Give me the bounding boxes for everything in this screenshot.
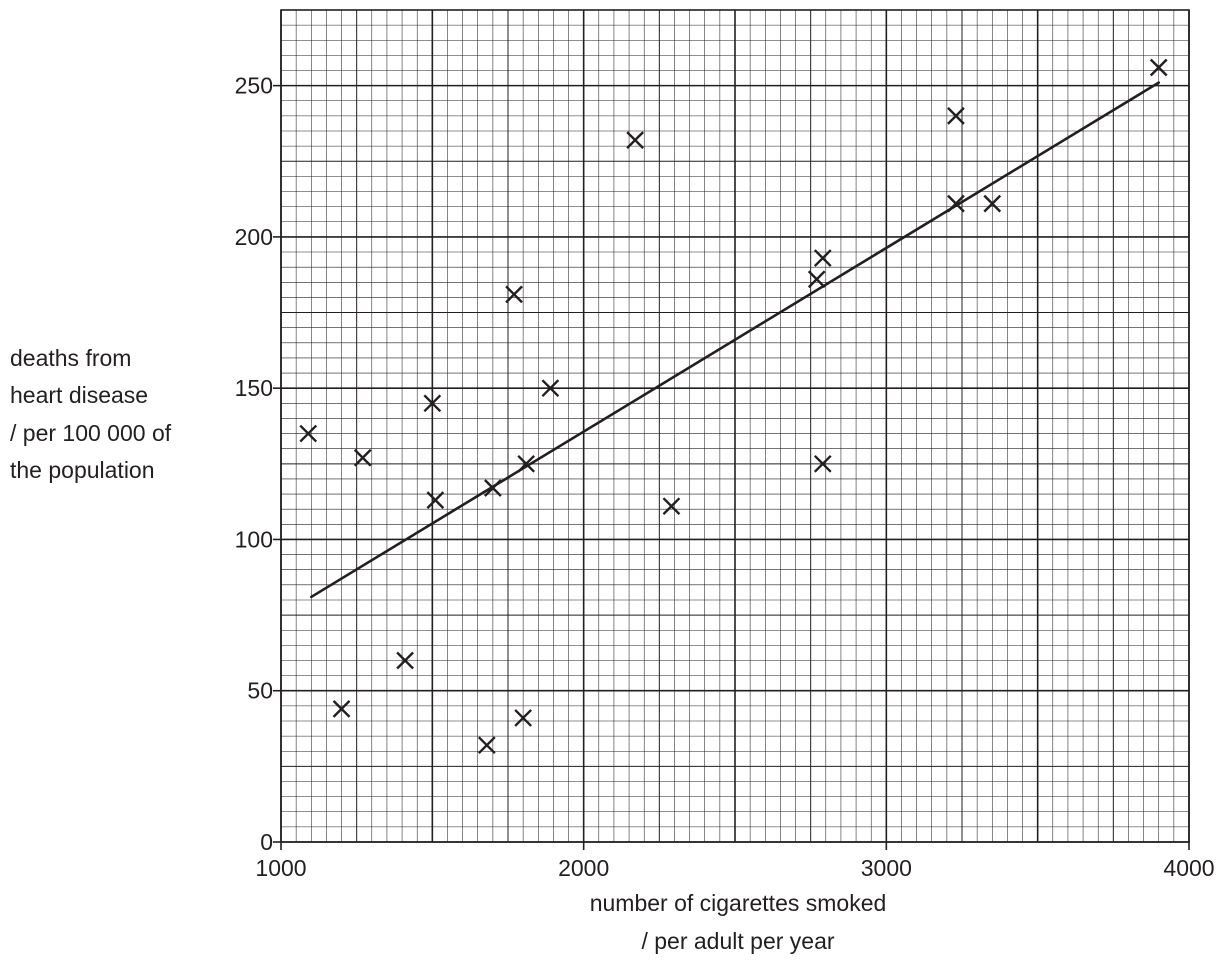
data-point-stroke (477, 736, 496, 755)
data-point-stroke (541, 379, 560, 398)
axes (273, 9, 1190, 850)
data-point (396, 651, 414, 670)
x-tick-labels: 1000 2000 3000 4000 (255, 855, 1214, 881)
x-tick-label: 4000 (1163, 855, 1214, 881)
data-point-stroke (426, 491, 445, 509)
y-tick-label: 100 (235, 526, 273, 552)
data-point (947, 107, 965, 125)
data-point (353, 448, 372, 467)
data-point-stroke (505, 285, 523, 304)
y-axis-label-line-1: deaths from (10, 345, 131, 371)
x-tick-label: 1000 (255, 855, 306, 881)
data-point (514, 709, 532, 727)
data-point-stroke (626, 131, 644, 149)
y-tick-label: 250 (235, 73, 273, 99)
data-point-stroke (983, 194, 1002, 213)
data-points (299, 58, 1168, 755)
x-axis-label-line-1: number of cigarettes smoked (590, 890, 887, 916)
y-tick-label: 200 (235, 224, 273, 250)
data-point-stroke (517, 454, 536, 473)
data-point-stroke (813, 249, 832, 267)
data-point (947, 194, 965, 213)
data-point (1149, 58, 1168, 77)
y-tick-label: 50 (247, 678, 273, 704)
data-point (517, 454, 536, 473)
y-tick-labels: 0 50 100 150 200 250 (235, 73, 273, 855)
data-point (541, 379, 560, 398)
x-tick-label: 2000 (558, 855, 609, 881)
trend-line-group (309, 81, 1161, 599)
data-point-stroke (662, 497, 681, 516)
data-point (299, 424, 318, 443)
data-point-stroke (947, 194, 965, 213)
x-tick-label: 3000 (861, 855, 912, 881)
y-tick-label: 150 (235, 375, 273, 401)
data-point-stroke (813, 454, 832, 473)
data-point-stroke (396, 651, 414, 670)
data-point-stroke (299, 424, 318, 443)
y-axis-label-line-3: / per 100 000 of (10, 420, 172, 446)
data-point (477, 736, 496, 755)
trend-line (309, 81, 1161, 599)
data-point-stroke (807, 270, 826, 289)
data-point-stroke (1149, 58, 1168, 77)
y-axis-label-line-2: heart disease (10, 382, 148, 408)
data-point (813, 454, 832, 473)
data-point-stroke (332, 700, 351, 718)
data-point (423, 394, 442, 413)
y-axis-label-line-4: the population (10, 457, 155, 483)
data-point (626, 131, 644, 149)
data-point (484, 479, 502, 497)
data-point (983, 194, 1002, 213)
data-point (505, 285, 523, 304)
data-point (662, 497, 681, 516)
data-point-stroke (947, 107, 965, 125)
x-axis-label-line-2: / per adult per year (641, 928, 834, 954)
data-point-stroke (353, 448, 372, 467)
data-point (332, 700, 351, 718)
data-point (426, 491, 445, 509)
data-point (807, 270, 826, 289)
data-point (813, 249, 832, 267)
data-point-stroke (514, 709, 532, 727)
y-tick-label: 0 (260, 829, 273, 855)
data-point-stroke (423, 394, 442, 413)
plot-border (280, 9, 1190, 843)
data-point-stroke (484, 479, 502, 497)
